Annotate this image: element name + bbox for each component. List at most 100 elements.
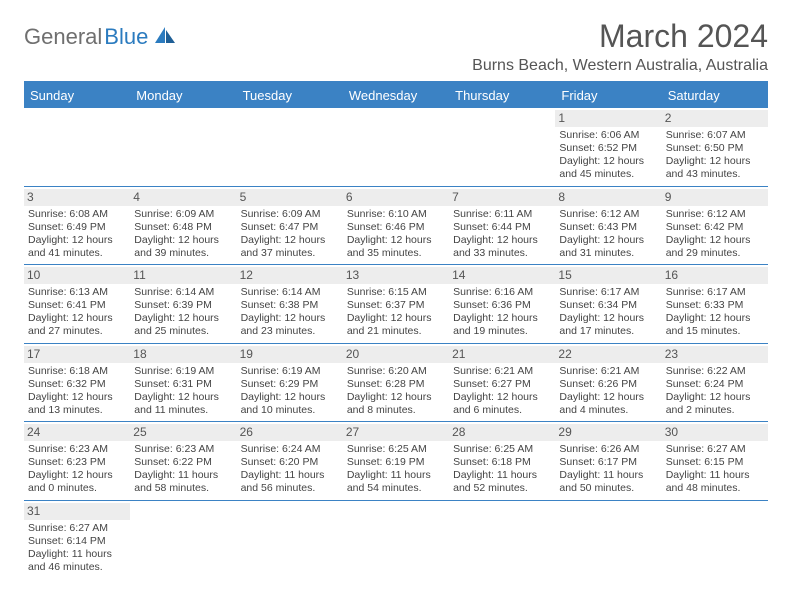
- daylight-line: Daylight: 11 hours and 56 minutes.: [241, 469, 339, 495]
- daylight-line: Daylight: 12 hours and 0 minutes.: [28, 469, 126, 495]
- sunset-line: Sunset: 6:50 PM: [666, 142, 764, 155]
- week-row: 1Sunrise: 6:06 AMSunset: 6:52 PMDaylight…: [24, 108, 768, 187]
- sunset-line: Sunset: 6:48 PM: [134, 221, 232, 234]
- daylight-line: Daylight: 12 hours and 39 minutes.: [134, 234, 232, 260]
- day-number: 6: [343, 189, 449, 206]
- day-cell: 2 Sunrise: 6:07 AMSunset: 6:50 PMDaylight…: [662, 108, 768, 186]
- daylight-line: Daylight: 12 hours and 23 minutes.: [241, 312, 339, 338]
- sunrise-line: Sunrise: 6:13 AM: [28, 286, 126, 299]
- daylight-line: Daylight: 12 hours and 6 minutes.: [453, 391, 551, 417]
- sunset-line: Sunset: 6:44 PM: [453, 221, 551, 234]
- daylight-line: Daylight: 12 hours and 41 minutes.: [28, 234, 126, 260]
- sunset-line: Sunset: 6:43 PM: [559, 221, 657, 234]
- sunset-line: Sunset: 6:23 PM: [28, 456, 126, 469]
- day-cell: 28Sunrise: 6:25 AMSunset: 6:18 PMDayligh…: [449, 422, 555, 500]
- daylight-line: Daylight: 12 hours and 21 minutes.: [347, 312, 445, 338]
- day-cell: 1Sunrise: 6:06 AMSunset: 6:52 PMDaylight…: [555, 108, 661, 186]
- daylight-line: Daylight: 12 hours and 29 minutes.: [666, 234, 764, 260]
- day-cell-empty: [130, 501, 236, 579]
- daylight-line: Daylight: 12 hours and 33 minutes.: [453, 234, 551, 260]
- sunrise-line: Sunrise: 6:08 AM: [28, 208, 126, 221]
- day-number: 14: [449, 267, 555, 284]
- day-cell: 16Sunrise: 6:17 AMSunset: 6:33 PMDayligh…: [662, 265, 768, 343]
- sunrise-line: Sunrise: 6:14 AM: [241, 286, 339, 299]
- daylight-line: Daylight: 12 hours and 37 minutes.: [241, 234, 339, 260]
- day-cell: 7Sunrise: 6:11 AMSunset: 6:44 PMDaylight…: [449, 187, 555, 265]
- daylight-line: Daylight: 12 hours and 13 minutes.: [28, 391, 126, 417]
- title-block: March 2024 Burns Beach, Western Australi…: [472, 18, 768, 75]
- sunset-line: Sunset: 6:31 PM: [134, 378, 232, 391]
- week-row: 24Sunrise: 6:23 AMSunset: 6:23 PMDayligh…: [24, 422, 768, 501]
- sunrise-line: Sunrise: 6:19 AM: [134, 365, 232, 378]
- day-cell: 14Sunrise: 6:16 AMSunset: 6:36 PMDayligh…: [449, 265, 555, 343]
- day-cell: 8Sunrise: 6:12 AMSunset: 6:43 PMDaylight…: [555, 187, 661, 265]
- daylight-line: Daylight: 12 hours and 2 minutes.: [666, 391, 764, 417]
- daylight-line: Daylight: 12 hours and 11 minutes.: [134, 391, 232, 417]
- sunrise-line: Sunrise: 6:26 AM: [559, 443, 657, 456]
- calendar-grid: SundayMondayTuesdayWednesdayThursdayFrid…: [24, 81, 768, 578]
- day-number: 17: [24, 346, 130, 363]
- sunset-line: Sunset: 6:46 PM: [347, 221, 445, 234]
- sunset-line: Sunset: 6:26 PM: [559, 378, 657, 391]
- day-cell: 22Sunrise: 6:21 AMSunset: 6:26 PMDayligh…: [555, 344, 661, 422]
- day-cell: 23Sunrise: 6:22 AMSunset: 6:24 PMDayligh…: [662, 344, 768, 422]
- day-cell: 24Sunrise: 6:23 AMSunset: 6:23 PMDayligh…: [24, 422, 130, 500]
- sunset-line: Sunset: 6:39 PM: [134, 299, 232, 312]
- sunset-line: Sunset: 6:36 PM: [453, 299, 551, 312]
- daylight-line: Daylight: 11 hours and 58 minutes.: [134, 469, 232, 495]
- sunrise-line: Sunrise: 6:07 AM: [666, 129, 764, 142]
- day-cell: 13Sunrise: 6:15 AMSunset: 6:37 PMDayligh…: [343, 265, 449, 343]
- month-title: March 2024: [472, 18, 768, 55]
- day-number: 20: [343, 346, 449, 363]
- daylight-line: Daylight: 11 hours and 46 minutes.: [28, 548, 126, 574]
- sunset-line: Sunset: 6:19 PM: [347, 456, 445, 469]
- day-cell: 27Sunrise: 6:25 AMSunset: 6:19 PMDayligh…: [343, 422, 449, 500]
- sunset-line: Sunset: 6:52 PM: [559, 142, 657, 155]
- sunrise-line: Sunrise: 6:20 AM: [347, 365, 445, 378]
- day-number: 9: [662, 189, 768, 206]
- daylight-line: Daylight: 11 hours and 54 minutes.: [347, 469, 445, 495]
- day-number: 15: [555, 267, 661, 284]
- sunrise-line: Sunrise: 6:19 AM: [241, 365, 339, 378]
- day-cell: 10Sunrise: 6:13 AMSunset: 6:41 PMDayligh…: [24, 265, 130, 343]
- day-cell-empty: [130, 108, 236, 186]
- day-number: 22: [555, 346, 661, 363]
- day-cell: 29Sunrise: 6:26 AMSunset: 6:17 PMDayligh…: [555, 422, 661, 500]
- day-cell: 17Sunrise: 6:18 AMSunset: 6:32 PMDayligh…: [24, 344, 130, 422]
- daylight-line: Daylight: 12 hours and 43 minutes.: [666, 155, 764, 181]
- day-number: 21: [449, 346, 555, 363]
- day-cell: 26Sunrise: 6:24 AMSunset: 6:20 PMDayligh…: [237, 422, 343, 500]
- sunrise-line: Sunrise: 6:23 AM: [28, 443, 126, 456]
- day-header-row: SundayMondayTuesdayWednesdayThursdayFrid…: [24, 83, 768, 108]
- daylight-line: Daylight: 12 hours and 31 minutes.: [559, 234, 657, 260]
- day-cell: 4Sunrise: 6:09 AMSunset: 6:48 PMDaylight…: [130, 187, 236, 265]
- day-number: 16: [662, 267, 768, 284]
- day-number: 27: [343, 424, 449, 441]
- day-number: 5: [237, 189, 343, 206]
- sunset-line: Sunset: 6:18 PM: [453, 456, 551, 469]
- day-number: 19: [237, 346, 343, 363]
- sunset-line: Sunset: 6:22 PM: [134, 456, 232, 469]
- sunrise-line: Sunrise: 6:11 AM: [453, 208, 551, 221]
- day-number: 3: [24, 189, 130, 206]
- day-number: 18: [130, 346, 236, 363]
- day-cell: 31Sunrise: 6:27 AMSunset: 6:14 PMDayligh…: [24, 501, 130, 579]
- sunrise-line: Sunrise: 6:27 AM: [28, 522, 126, 535]
- daylight-line: Daylight: 12 hours and 27 minutes.: [28, 312, 126, 338]
- location-subtitle: Burns Beach, Western Australia, Australi…: [472, 57, 768, 75]
- daylight-line: Daylight: 11 hours and 50 minutes.: [559, 469, 657, 495]
- daylight-line: Daylight: 12 hours and 10 minutes.: [241, 391, 339, 417]
- day-number: 29: [555, 424, 661, 441]
- day-cell: 19Sunrise: 6:19 AMSunset: 6:29 PMDayligh…: [237, 344, 343, 422]
- sunrise-line: Sunrise: 6:27 AM: [666, 443, 764, 456]
- daylight-line: Daylight: 11 hours and 52 minutes.: [453, 469, 551, 495]
- daylight-line: Daylight: 12 hours and 45 minutes.: [559, 155, 657, 181]
- day-number: 10: [24, 267, 130, 284]
- sunrise-line: Sunrise: 6:10 AM: [347, 208, 445, 221]
- day-cell-empty: [555, 501, 661, 579]
- sunset-line: Sunset: 6:27 PM: [453, 378, 551, 391]
- sunrise-line: Sunrise: 6:09 AM: [134, 208, 232, 221]
- day-cell-empty: [343, 501, 449, 579]
- day-number: 2: [662, 110, 768, 127]
- day-header: Wednesday: [343, 83, 449, 108]
